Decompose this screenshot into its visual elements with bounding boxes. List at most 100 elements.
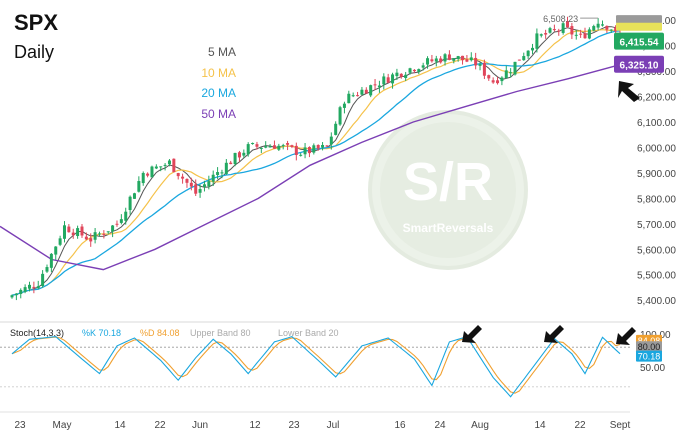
candle-body (474, 57, 478, 66)
candle-body (517, 59, 521, 61)
x-tick-label: 16 (394, 420, 406, 431)
candle-body (513, 61, 517, 75)
price-tick-label: 5,700.00 (637, 220, 676, 231)
price-tick-label: 5,600.00 (637, 245, 676, 256)
candle-body (89, 238, 93, 242)
candle-body (509, 72, 513, 74)
candle-body (347, 93, 351, 104)
candle-body (338, 107, 342, 125)
candle-body (36, 286, 40, 289)
candle-body (237, 152, 241, 158)
candle-body (574, 34, 578, 36)
candle-body (272, 145, 276, 149)
candle-body (14, 293, 18, 296)
candle-body (167, 160, 171, 165)
candle-body (364, 89, 368, 94)
candle-body (97, 233, 101, 235)
candle-body (299, 154, 303, 156)
candle-body (141, 172, 145, 184)
candle-body (216, 172, 220, 176)
candle-body (84, 236, 88, 240)
high-value-label: 6,508.23 (543, 14, 578, 24)
candle-body (417, 69, 421, 72)
candle-body (329, 136, 333, 145)
timeframe-label: Daily (14, 42, 55, 62)
candle-body (111, 225, 115, 232)
candle-body (539, 34, 543, 36)
candle-body (67, 226, 71, 233)
candle-body (439, 58, 443, 63)
legend-ma10: 10 MA (201, 66, 236, 80)
candle-body (312, 145, 316, 153)
candle-body (71, 232, 75, 236)
candle-body (601, 24, 605, 26)
candle-body (391, 74, 395, 84)
candle-body (561, 23, 565, 33)
candle-body (544, 33, 548, 35)
candle-body (386, 77, 390, 83)
candle-body (316, 144, 320, 149)
stoch-d-line (11, 336, 621, 394)
candle-body (491, 80, 495, 83)
candle-body (154, 166, 158, 169)
candle-body (41, 273, 45, 286)
candle-body (128, 196, 132, 210)
candle-body (504, 70, 508, 79)
stoch-arrow-icon (544, 325, 564, 343)
candle-body (342, 103, 346, 108)
ma50-price-tag (614, 55, 664, 73)
candle-body (552, 29, 556, 31)
candle-body (264, 146, 268, 148)
last-price-label: 6,415.54 (620, 38, 659, 49)
ref-tag-gray (616, 15, 662, 24)
candle-body (592, 26, 596, 31)
candle-body (548, 28, 552, 33)
candle-body (255, 144, 259, 147)
candle-body (159, 166, 163, 168)
candle-body (531, 47, 535, 51)
ma50-line (0, 64, 621, 271)
candle-body (23, 287, 27, 292)
x-tick-label: Jun (192, 420, 208, 431)
candle-body (500, 77, 504, 82)
candle-body (461, 55, 465, 61)
candle-body (566, 21, 570, 28)
stoch-k-line (11, 335, 621, 398)
candle-body (54, 246, 58, 255)
x-tick-label: 12 (249, 420, 261, 431)
candle-body (93, 232, 97, 240)
legend-ma20: 20 MA (201, 86, 236, 100)
x-tick-label: 22 (154, 420, 166, 431)
candle-body (281, 145, 285, 147)
candle-body (251, 143, 255, 145)
candle-body (351, 95, 355, 97)
candle-body (522, 56, 526, 61)
candle-body (102, 233, 106, 235)
candle-body (557, 30, 561, 32)
price-tick-label: 5,500.00 (637, 271, 676, 282)
candle-body (469, 57, 473, 61)
candle-body (277, 145, 281, 150)
candle-body (456, 56, 460, 59)
candle-body (587, 29, 591, 39)
candle-body (202, 184, 206, 187)
candle-body (303, 147, 307, 155)
stoch-value-tag (636, 350, 662, 362)
candle-body (482, 62, 486, 76)
candle-body (124, 211, 128, 221)
candle-body (369, 85, 373, 96)
candle-body (399, 73, 403, 77)
candle-body (242, 152, 246, 156)
stoch-arrow-icon (616, 327, 636, 345)
candle-body (32, 286, 36, 288)
price-tick-label: 6,100.00 (637, 118, 676, 129)
candle-body (163, 164, 167, 166)
candle-body (377, 85, 381, 88)
candle-body (119, 219, 123, 223)
candle-body (27, 284, 31, 289)
candle-body (268, 146, 272, 148)
candle-body (356, 95, 360, 97)
candle-body (535, 33, 539, 49)
candle-body (434, 58, 438, 62)
symbol-label: SPX (14, 10, 59, 35)
